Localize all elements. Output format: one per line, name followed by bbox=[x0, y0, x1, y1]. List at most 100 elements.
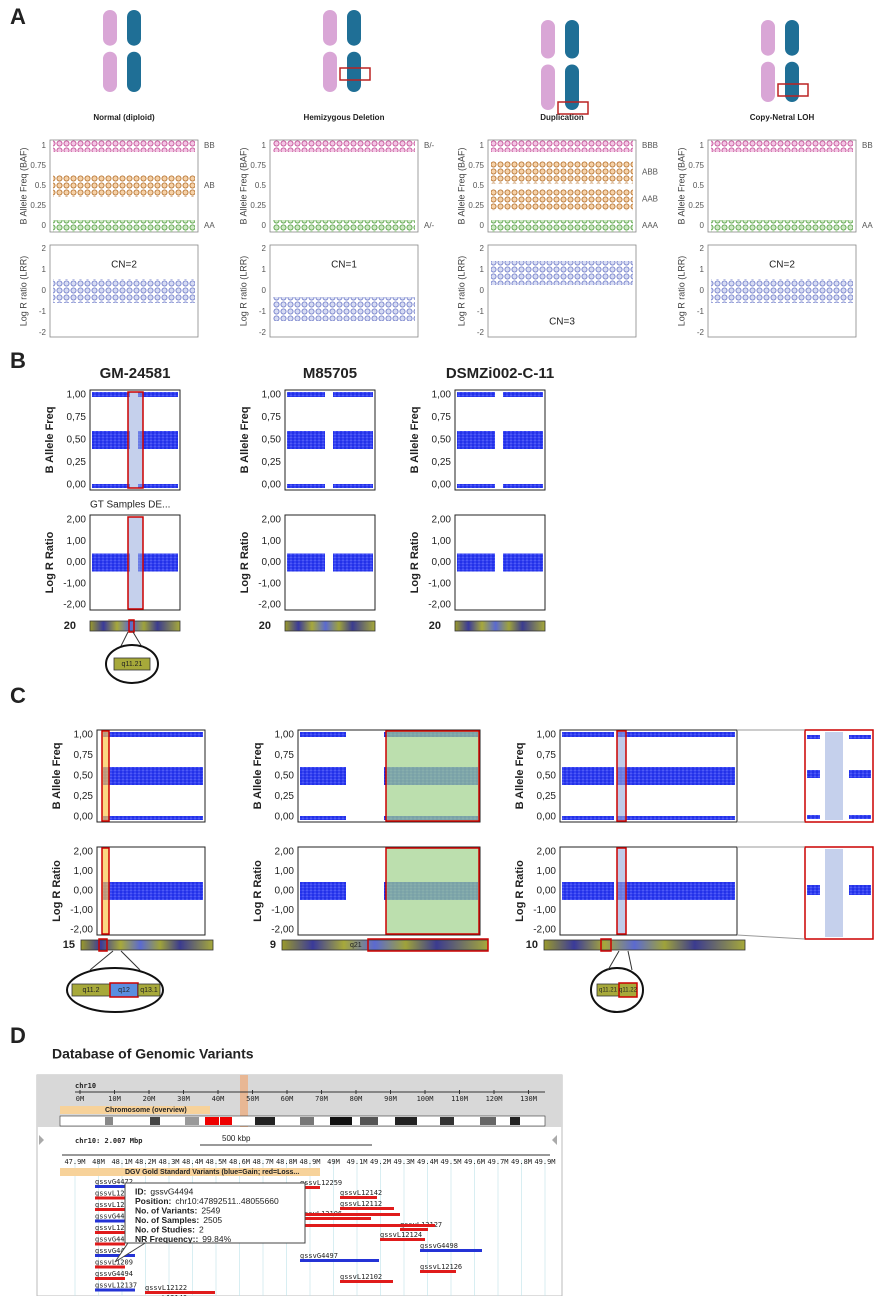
variant-bar bbox=[340, 1196, 377, 1199]
ruler-label: 20M bbox=[143, 1095, 156, 1103]
sample-name: M85705 bbox=[303, 365, 357, 382]
baf-band bbox=[333, 484, 373, 488]
y-tick-label: 1,00 bbox=[67, 536, 87, 547]
y-tick-label: 1,00 bbox=[537, 730, 557, 741]
baf-band bbox=[287, 392, 325, 397]
sample-name: DSMZi002-C-11 bbox=[446, 365, 554, 382]
nav-arrow[interactable] bbox=[552, 1135, 557, 1145]
y-tick-label: 0,50 bbox=[262, 435, 282, 446]
y-tick-label: 0 bbox=[262, 286, 267, 295]
y-tick-label: 0.75 bbox=[468, 161, 484, 170]
variant-bar bbox=[290, 1213, 400, 1216]
y-tick-label: 0,25 bbox=[74, 791, 94, 802]
y-tick-label: 1 bbox=[480, 265, 485, 274]
baf-band bbox=[503, 484, 543, 488]
y-tick-label: 0,00 bbox=[537, 812, 557, 823]
y-tick-label: -1,00 bbox=[533, 905, 556, 916]
variant-label: gssvL12102 bbox=[340, 1273, 382, 1281]
y-tick-label: -2 bbox=[477, 328, 485, 337]
baf-band bbox=[849, 815, 871, 819]
genotype-label: B/- bbox=[424, 141, 435, 150]
y-axis-title: B Allele Freq (BAF) bbox=[456, 147, 466, 224]
column-title: Hemizygous Deletion bbox=[304, 113, 385, 122]
lrr-band bbox=[138, 553, 178, 572]
y-tick-label: -2 bbox=[259, 328, 267, 337]
variant-bar bbox=[95, 1185, 135, 1188]
y-tick-label: 0 bbox=[480, 221, 485, 230]
variant-label: gssvL12122 bbox=[145, 1284, 187, 1292]
lrr-band bbox=[491, 261, 633, 285]
variant-label: gssvL12137 bbox=[95, 1282, 137, 1290]
lrr-band bbox=[807, 885, 820, 895]
track-title: DGV Gold Standard Variants (blue=Gain; r… bbox=[125, 1169, 299, 1176]
ideogram bbox=[89, 620, 181, 632]
y-tick-label: 2,00 bbox=[67, 515, 87, 526]
variant-bar bbox=[95, 1242, 125, 1246]
copy-number: CN=2 bbox=[769, 260, 795, 271]
y-tick-label: -1,00 bbox=[63, 578, 86, 589]
y-tick-label: -1,00 bbox=[70, 905, 93, 916]
y-tick-label: 1 bbox=[42, 141, 47, 150]
variant-bar bbox=[340, 1207, 394, 1210]
y-tick-label: 0,75 bbox=[67, 412, 87, 423]
variant-bar bbox=[290, 1224, 435, 1227]
ruler-label: 50M bbox=[246, 1095, 259, 1103]
chromatid bbox=[785, 61, 799, 102]
baf-band bbox=[287, 484, 325, 488]
baf-band bbox=[138, 484, 178, 488]
y-tick-label: 0.25 bbox=[30, 201, 46, 210]
baf-band bbox=[807, 815, 820, 819]
location-marker bbox=[240, 1075, 248, 1127]
y-axis-title: Log R ratio (LRR) bbox=[456, 256, 466, 327]
variant-bar bbox=[400, 1228, 428, 1231]
variant-label: gssvG4474 bbox=[95, 1213, 133, 1221]
zoom-line bbox=[120, 950, 141, 971]
y-axis-title: B Allele Freq bbox=[252, 743, 264, 810]
y-tick-label: 0,25 bbox=[67, 457, 87, 468]
plot-frame bbox=[487, 244, 637, 338]
ruler-label: 60M bbox=[281, 1095, 294, 1103]
chr-label: chr10 bbox=[75, 1082, 96, 1090]
nav-arrow[interactable] bbox=[39, 1135, 44, 1145]
cytoband bbox=[330, 1117, 352, 1125]
baf-band bbox=[92, 392, 130, 397]
genotype-label: AAB bbox=[642, 195, 658, 204]
baf-band bbox=[273, 220, 415, 232]
ideogram bbox=[284, 620, 376, 632]
highlight-region bbox=[616, 847, 627, 935]
chromosome-number: 20 bbox=[429, 620, 441, 632]
variant-label: gssvG4477 bbox=[95, 1247, 133, 1255]
y-tick-label: 0,00 bbox=[262, 480, 282, 491]
column-title: Normal (diploid) bbox=[93, 113, 155, 122]
zoom-line bbox=[736, 934, 806, 940]
y-tick-label: 1,00 bbox=[432, 390, 452, 401]
ruler-label: 120M bbox=[486, 1095, 503, 1103]
highlight-box bbox=[777, 83, 809, 97]
y-tick-label: -1 bbox=[39, 307, 47, 316]
chromatid bbox=[761, 61, 775, 102]
ruler-label: 49.4M bbox=[417, 1158, 438, 1166]
ruler-label: 49.5M bbox=[440, 1158, 461, 1166]
variant-label: gssvL12126 bbox=[420, 1263, 462, 1271]
variant-bar bbox=[300, 1259, 379, 1262]
variant-label: gssvG4494 bbox=[95, 1270, 133, 1278]
lrr-band bbox=[503, 553, 543, 572]
highlight-region bbox=[385, 847, 480, 935]
tooltip-key: ID: bbox=[135, 1186, 147, 1196]
baf-band bbox=[333, 431, 373, 449]
y-tick-label: 1 bbox=[480, 141, 485, 150]
panel-label: A bbox=[10, 4, 26, 29]
y-tick-label: -1,00 bbox=[258, 578, 281, 589]
genotype-label: AA bbox=[204, 221, 215, 230]
y-tick-label: 1,00 bbox=[275, 730, 295, 741]
ruler-label: 49.2M bbox=[370, 1158, 391, 1166]
y-tick-label: 2 bbox=[700, 244, 705, 253]
chromatid bbox=[541, 64, 555, 110]
lrr-band bbox=[300, 882, 346, 900]
y-axis-title: Log R Ratio bbox=[44, 531, 56, 593]
y-axis-title: Log R Ratio bbox=[252, 860, 264, 922]
lrr-band bbox=[562, 882, 614, 900]
y-tick-label: 0,00 bbox=[275, 812, 295, 823]
variant-bar bbox=[300, 1186, 320, 1189]
ruler-label: 49.8M bbox=[511, 1158, 532, 1166]
